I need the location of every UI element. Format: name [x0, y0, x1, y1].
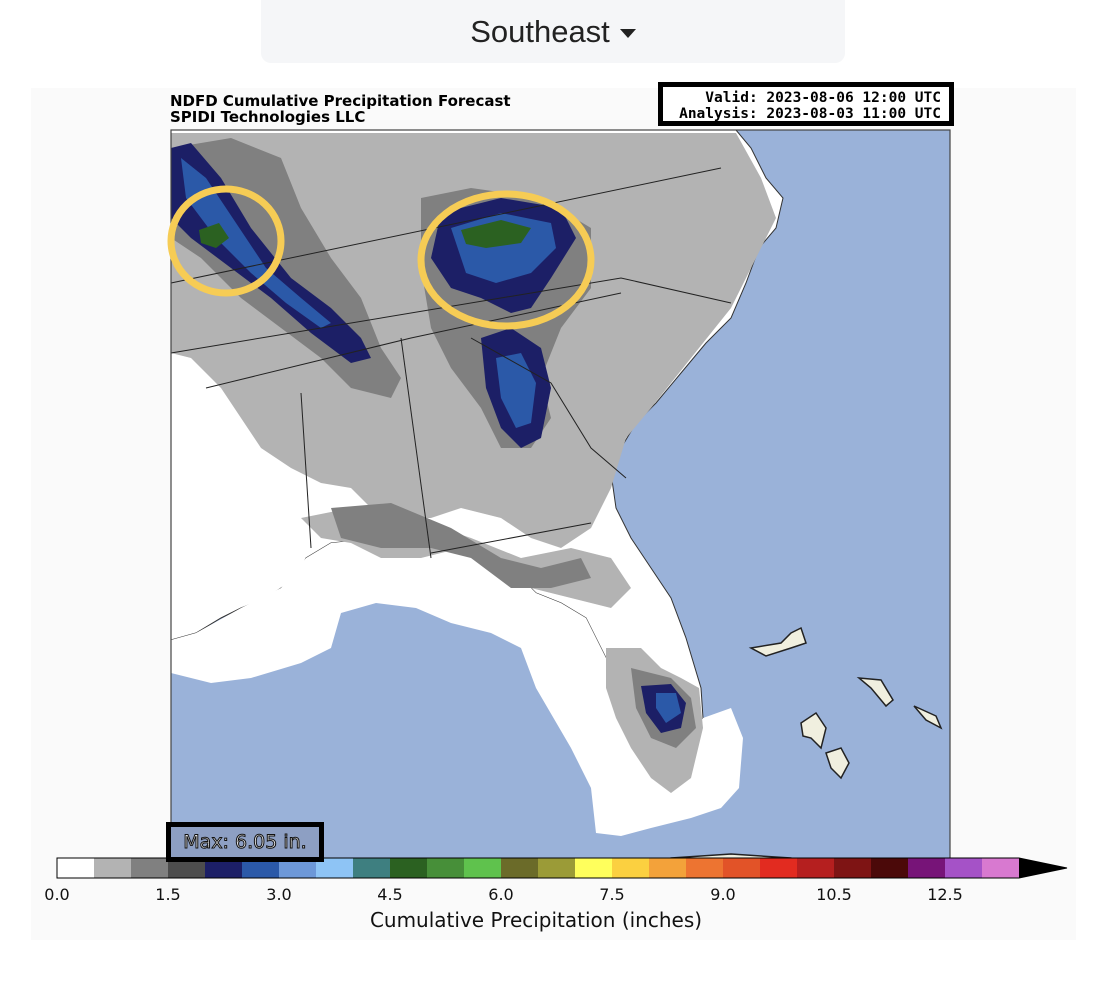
map-title: NDFD Cumulative Precipitation Forecast: [170, 92, 511, 110]
colorbar-bin: [427, 858, 464, 878]
colorbar-bin: [982, 858, 1019, 878]
colorbar-bin: [168, 858, 205, 878]
colorbar-outline: [56, 857, 1068, 879]
precip-green: [199, 223, 229, 248]
coastal-buffer: [171, 540, 743, 836]
colorbar-bin: [760, 858, 797, 878]
max-value-box: Max: 6.05 in.: [166, 822, 324, 862]
colorbar-tick-label: 7.5: [599, 885, 625, 904]
region-selector[interactable]: Southeast: [261, 0, 845, 63]
colorbar-bin: [908, 858, 945, 878]
chevron-down-icon: [619, 29, 636, 38]
highlight-circle-west: [167, 185, 285, 297]
bahamas-island-2: [800, 711, 827, 750]
colorbar-tick-label: 3.0: [266, 885, 292, 904]
precip-forecast-figure: NDFD Cumulative Precipitation Forecast S…: [31, 82, 1076, 940]
precip-blue-3: [496, 353, 536, 428]
bahamas-island-4: [856, 677, 894, 708]
colorbar-bin: [686, 858, 723, 878]
state-borders: [170, 167, 732, 559]
colorbar-tick-label: 6.0: [488, 885, 514, 904]
region-selector-label: Southeast: [470, 13, 610, 49]
colorbar-bin: [464, 858, 501, 878]
precip-green-2: [461, 220, 531, 248]
valid-time-box: Valid: 2023-08-06 12:00 UTC Analysis: 20…: [658, 82, 954, 126]
colorbar-bin: [501, 858, 538, 878]
colorbar-tick-label: 10.5: [816, 885, 852, 904]
colorbar-bin: [205, 858, 242, 878]
colorbar-bin: [390, 858, 427, 878]
colorbar-bin: [279, 858, 316, 878]
colorbar-bin: [316, 858, 353, 878]
bahamas-island-1: [748, 626, 807, 657]
colorbar: [56, 857, 1068, 879]
colorbar-tick-label: 4.5: [377, 885, 403, 904]
colorbar-bin: [612, 858, 649, 878]
colorbar-bin: [94, 858, 131, 878]
bahamas-island-3: [825, 747, 850, 780]
colorbar-bin: [649, 858, 686, 878]
precip-blue: [181, 158, 331, 328]
colorbar-bin: [538, 858, 575, 878]
colorbar-bin: [57, 858, 94, 878]
precip-heavy: [171, 143, 371, 363]
colorbar-tick-label: 9.0: [710, 885, 736, 904]
colorbar-tick-label: 1.5: [155, 885, 181, 904]
valid-time: Valid: 2023-08-06 12:00 UTC: [705, 90, 941, 106]
colorbar-extend-arrow: [1019, 858, 1067, 878]
precip-blue-4: [656, 693, 681, 723]
colorbar-bin: [871, 858, 908, 878]
colorbar-label: Cumulative Precipitation (inches): [369, 908, 703, 932]
colorbar-bin: [131, 858, 168, 878]
precip-medium-3: [331, 503, 591, 588]
map-subtitle: SPIDI Technologies LLC: [170, 108, 366, 126]
colorbar-bin: [353, 858, 390, 878]
colorbar-bin: [575, 858, 612, 878]
bahamas-island-5: [913, 705, 943, 730]
colorbar-tick-label: 12.5: [927, 885, 963, 904]
highlight-circle-central: [417, 190, 595, 330]
analysis-time: Analysis: 2023-08-03 11:00 UTC: [679, 106, 941, 122]
max-value: Max: 6.05 in.: [183, 831, 307, 854]
colorbar-bin: [242, 858, 279, 878]
colorbar-tick-label: 0.0: [44, 885, 70, 904]
colorbar-bin: [945, 858, 982, 878]
colorbar-bin: [797, 858, 834, 878]
colorbar-bin: [834, 858, 871, 878]
colorbar-bin: [723, 858, 760, 878]
map-graphic: [56, 129, 1068, 879]
